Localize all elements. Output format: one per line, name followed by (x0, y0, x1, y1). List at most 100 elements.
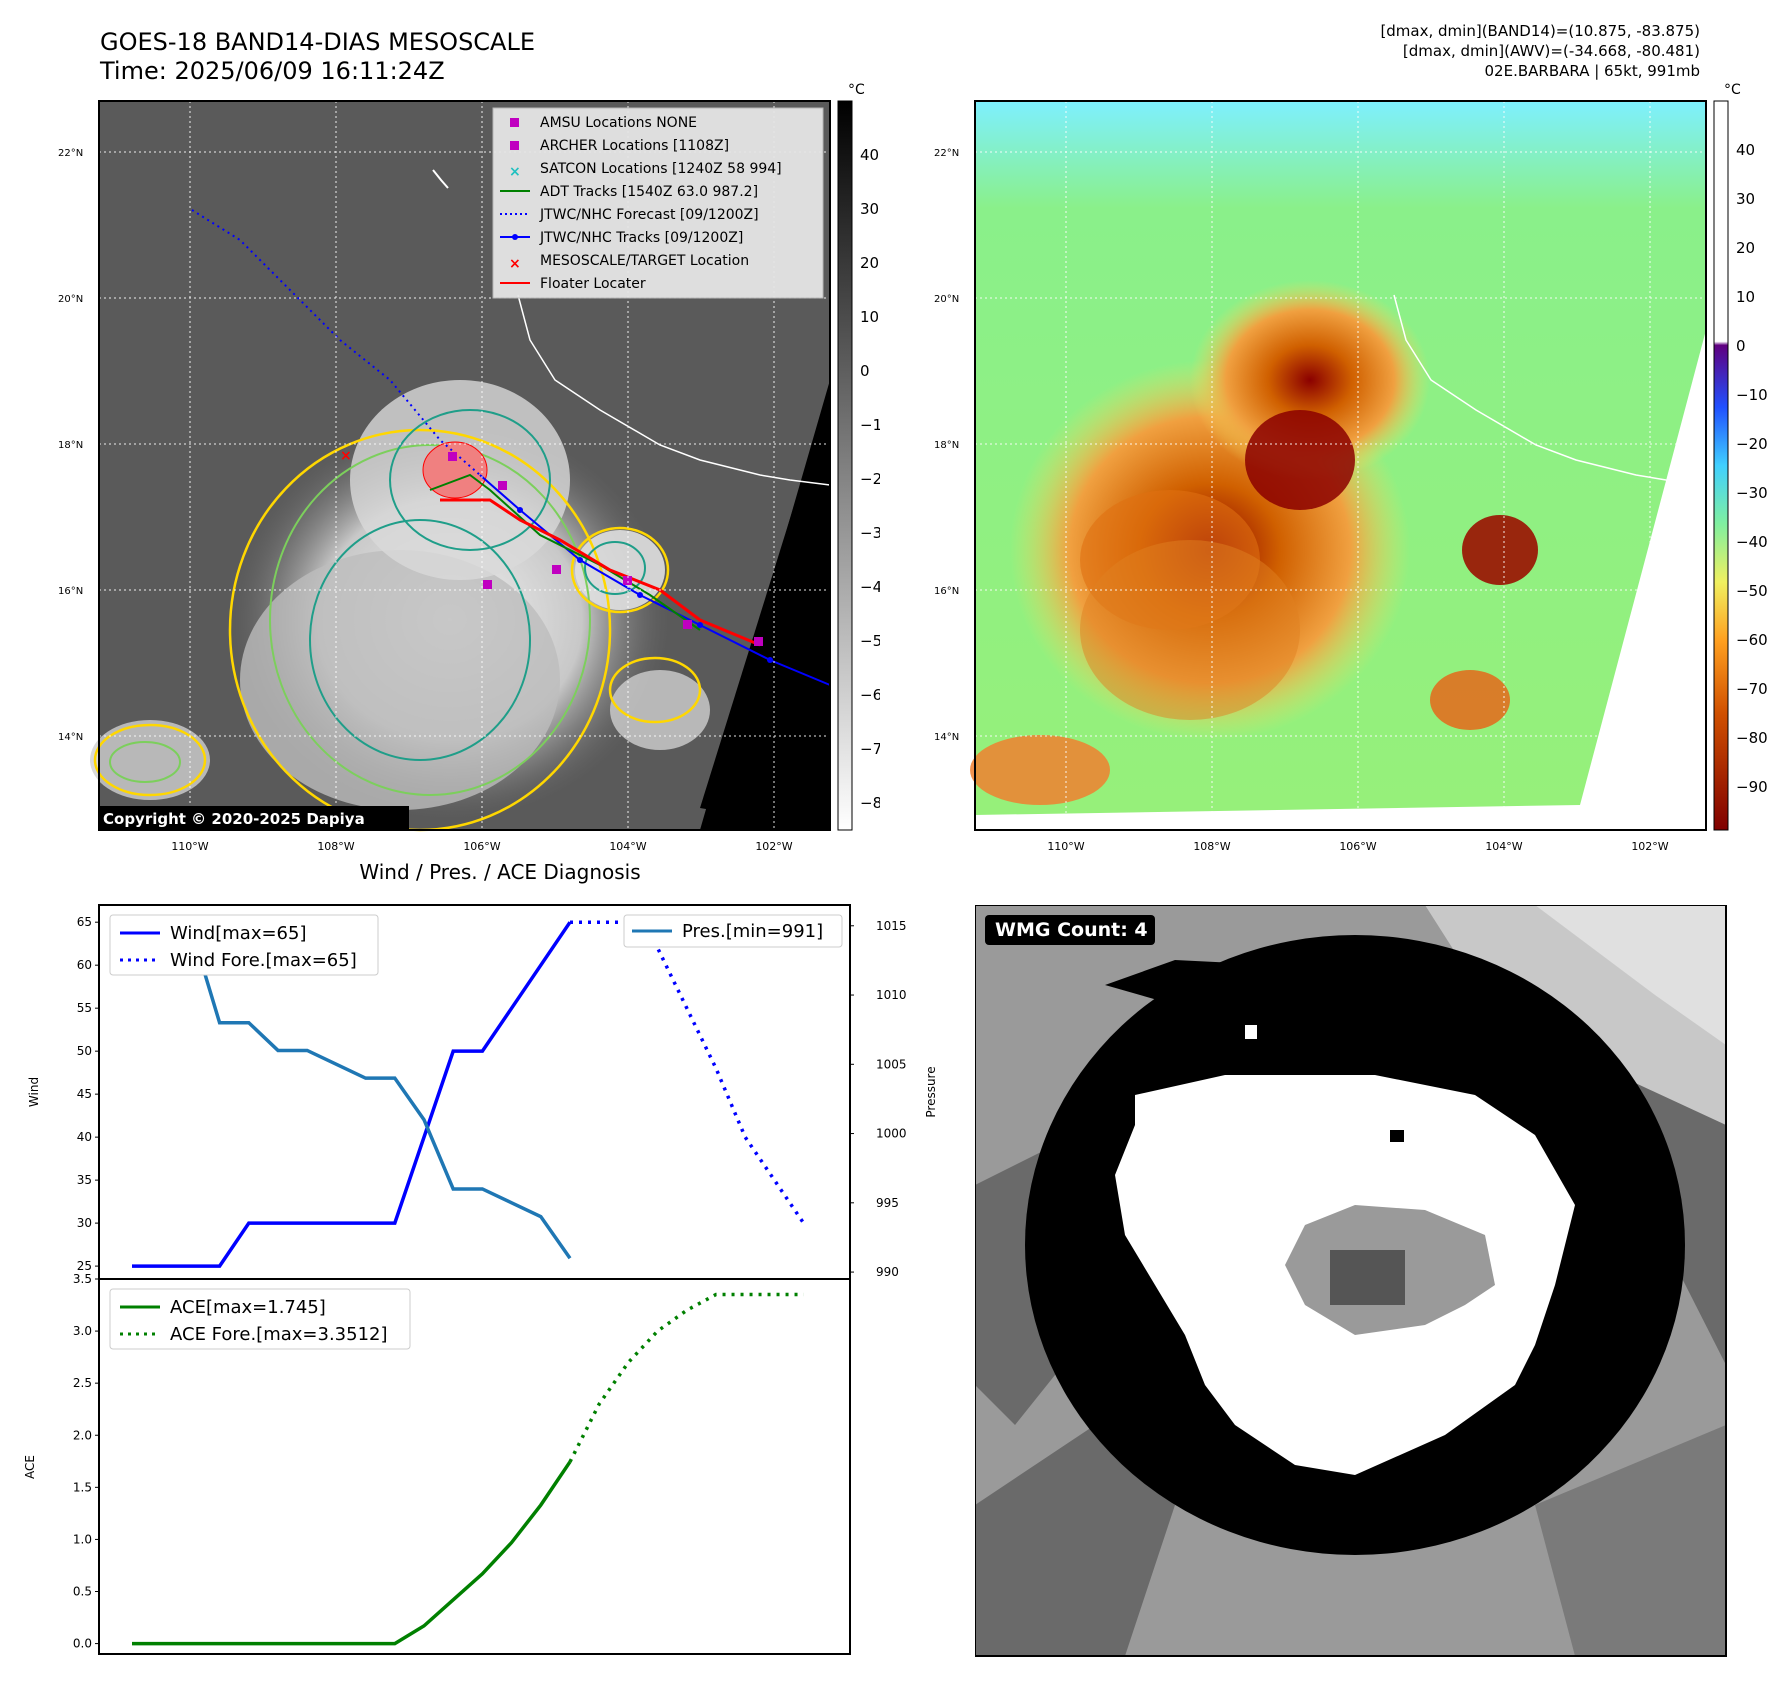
band14-lon-ticks: 110°W 108°W 106°W 104°W 102°W (171, 840, 792, 853)
ace-tick-label: 1.5 (73, 1480, 92, 1494)
awv-lon-ticks: 110°W 108°W 106°W 104°W 102°W (1047, 840, 1668, 853)
ace-forecast-line (568, 1292, 804, 1463)
awv-colorbar: °C 40 30 20 10 0 −10 −20 −30 −40 −50 −60… (1713, 82, 1768, 831)
legend-mesoscale: MESOSCALE/TARGET Location (540, 253, 749, 269)
map-time: Time: 2025/06/09 16:11:24Z (100, 57, 445, 85)
svg-text:22°N: 22°N (58, 148, 83, 159)
legend-archer: ARCHER Locations [1108Z] (540, 138, 729, 154)
ace-tick-label: 3.5 (73, 1272, 92, 1286)
pressure-tick-label: 1015 (876, 919, 907, 933)
legend-forecast: JTWC/NHC Forecast [09/1200Z] (539, 207, 759, 223)
legend-marker-archer (510, 141, 519, 150)
pressure-tick-label: 995 (876, 1196, 899, 1210)
svg-text:10: 10 (860, 308, 879, 326)
ace-axis-ticks: 0.0 0.5 1.0 1.5 2.0 2.5 3.0 3.5 (73, 1272, 92, 1651)
wmg-count-label: WMG Count: 4 (995, 919, 1148, 941)
wind-tick-label: 60 (77, 958, 92, 972)
ace-tick-label: 0.0 (73, 1637, 92, 1651)
svg-text:106°W: 106°W (1339, 840, 1376, 853)
legend-marker-satcon: × (509, 164, 521, 180)
svg-text:−60: −60 (860, 686, 880, 704)
cbar2-unit: °C (1724, 82, 1741, 98)
legend-marker-mesoscale: × (509, 256, 521, 272)
wind-tick-label: 55 (77, 1001, 92, 1015)
svg-text:104°W: 104°W (609, 840, 646, 853)
svg-text:−10: −10 (1736, 386, 1768, 404)
ace-axis-label: ACE (23, 1455, 37, 1479)
wind-legend: Wind[max=65] Wind Fore.[max=65] (109, 914, 379, 976)
svg-text:20: 20 (860, 254, 879, 272)
svg-text:18°N: 18°N (58, 440, 83, 451)
pressure-tick-label: 1000 (876, 1127, 907, 1141)
awv-map-panel: 22°N 20°N 18°N 16°N 14°N 110°W 108°W 106… (934, 82, 1768, 853)
svg-text:110°W: 110°W (171, 840, 208, 853)
band14-map-panel: × 22°N 20°N 18°N 16°N 14°N 110°W 108°W 1… (58, 82, 880, 853)
legend-marker-amsu (510, 118, 519, 127)
wind-line (132, 921, 572, 1268)
svg-text:0: 0 (1736, 337, 1746, 355)
svg-text:−40: −40 (860, 578, 880, 596)
pres-legend-label: Pres.[min=991] (682, 921, 823, 942)
wind-legend-label: Wind[max=65] (170, 923, 307, 944)
svg-text:−40: −40 (1736, 533, 1768, 551)
legend-floater: Floater Locater (540, 276, 646, 292)
info-storm: 02E.BARBARA | 65kt, 991mb (1484, 62, 1700, 80)
svg-text:106°W: 106°W (463, 840, 500, 853)
copyright-text: Copyright © 2020-2025 Dapiya (103, 810, 365, 828)
wind-tick-label: 35 (77, 1173, 92, 1187)
svg-text:14°N: 14°N (58, 732, 83, 743)
pressure-legend: Pres.[min=991] (623, 914, 843, 948)
map-title: GOES-18 BAND14-DIAS MESOSCALE (100, 28, 536, 56)
wmg-panel: WMG Count: 4 (975, 905, 1727, 1657)
ace-tick-label: 2.5 (73, 1376, 92, 1390)
wind-tick-label: 30 (77, 1216, 92, 1230)
svg-text:−30: −30 (1736, 484, 1768, 502)
svg-text:14°N: 14°N (934, 732, 959, 743)
ace-legend-label: ACE[max=1.745] (170, 1297, 326, 1318)
wind-axis-label: Wind (27, 1077, 41, 1107)
svg-text:10: 10 (1736, 288, 1755, 306)
ace-tick-label: 0.5 (73, 1585, 92, 1599)
wind-axis-ticks: 25 30 35 40 45 50 55 60 65 (77, 915, 92, 1273)
ace-line (132, 1460, 572, 1646)
svg-text:108°W: 108°W (1193, 840, 1230, 853)
svg-text:−30: −30 (860, 524, 880, 542)
svg-text:102°W: 102°W (1631, 840, 1668, 853)
svg-text:−60: −60 (1736, 631, 1768, 649)
ace-fore-legend-label: ACE Fore.[max=3.3512] (170, 1324, 388, 1345)
svg-text:18°N: 18°N (934, 440, 959, 451)
copyright-box (99, 806, 409, 830)
wind-tick-label: 40 (77, 1130, 92, 1144)
svg-text:108°W: 108°W (317, 840, 354, 853)
cbar1-unit: °C (848, 82, 865, 98)
legend-adt: ADT Tracks [1540Z 63.0 987.2] (540, 184, 758, 200)
wind-tick-label: 65 (77, 915, 92, 929)
svg-text:−50: −50 (860, 632, 880, 650)
svg-text:20°N: 20°N (934, 294, 959, 305)
legend-amsu: AMSU Locations NONE (540, 115, 697, 131)
svg-text:30: 30 (1736, 190, 1755, 208)
svg-text:−20: −20 (1736, 435, 1768, 453)
svg-text:×: × (340, 448, 352, 464)
svg-text:−70: −70 (860, 740, 880, 758)
svg-text:40: 40 (860, 146, 879, 164)
wind-tick-label: 45 (77, 1087, 92, 1101)
band14-colorbar: °C 40 30 20 10 0 −10 −20 −30 −40 −50 −60… (837, 82, 880, 831)
svg-text:16°N: 16°N (58, 586, 83, 597)
svg-text:30: 30 (860, 200, 879, 218)
info-awv: [dmax, dmin](AWV)=(-34.668, -80.481) (1402, 42, 1700, 60)
svg-text:16°N: 16°N (934, 586, 959, 597)
ace-tick-label: 2.0 (73, 1428, 92, 1442)
wind-forecast-line (570, 920, 806, 1225)
svg-text:20°N: 20°N (58, 294, 83, 305)
pressure-axis-label: Pressure (924, 1066, 938, 1117)
svg-text:110°W: 110°W (1047, 840, 1084, 853)
svg-text:104°W: 104°W (1485, 840, 1522, 853)
legend-satcon: SATCON Locations [1240Z 58 994] (540, 161, 782, 177)
svg-text:40: 40 (1736, 141, 1755, 159)
legend-tracks: JTWC/NHC Tracks [09/1200Z] (539, 230, 743, 246)
ace-tick-label: 3.0 (73, 1324, 92, 1338)
svg-text:−80: −80 (860, 794, 880, 812)
pressure-tick-label: 990 (876, 1265, 899, 1279)
svg-text:22°N: 22°N (934, 148, 959, 159)
